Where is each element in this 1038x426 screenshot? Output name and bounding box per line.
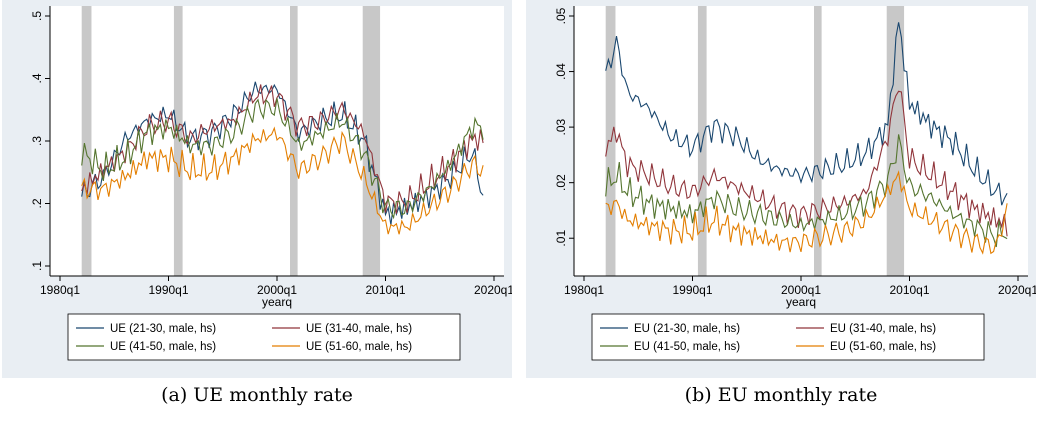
recession-band	[173, 6, 183, 276]
x-tick-label: 2020q1	[474, 283, 512, 297]
x-tick-label: 2000q1	[781, 283, 821, 297]
x-axis-label: yearq	[262, 295, 292, 309]
legend-box	[591, 313, 985, 361]
x-tick-label: 2010q1	[365, 283, 405, 297]
y-tick-label: .01	[554, 230, 568, 247]
legend-entry: UE (51-60, male, hs)	[306, 341, 412, 353]
ue-chart-panel: .1 .2 .3 .4 .5 1980q1 1990q1 2000q1 2010q1 2020q1…	[2, 0, 512, 378]
legend-entry: UE (41-50, male, hs)	[110, 341, 216, 353]
recession-band	[886, 6, 905, 276]
caption-eu: (b) EU monthly rate	[684, 384, 878, 406]
y-tick-label: .03	[554, 118, 568, 135]
recession-band	[81, 6, 92, 276]
legend-entry: EU (31-40, male, hs)	[830, 323, 936, 335]
y-tick-label: .04	[554, 63, 568, 80]
x-tick-label: 1990q1	[672, 283, 712, 297]
recession-band	[814, 6, 822, 276]
legend-entry: EU (51-60, male, hs)	[830, 341, 936, 353]
series-line-4	[605, 170, 1008, 255]
recession-band	[362, 6, 381, 276]
series-line-1	[605, 22, 1008, 206]
plot-area	[50, 6, 504, 276]
y-tick-label: .1	[30, 261, 44, 271]
series-line-3	[81, 98, 484, 220]
y-tick-label: .3	[30, 136, 44, 146]
y-tick-label: .02	[554, 174, 568, 191]
plot-area	[574, 6, 1028, 276]
series-line-4	[81, 126, 484, 235]
y-tick-label: .2	[30, 198, 44, 208]
caption-ue: (a) UE monthly rate	[161, 384, 353, 406]
eu-chart-panel: .01 .02 .03 .04 .05 1980q1 1990q1 2000q1 2010q1 2…	[526, 0, 1036, 378]
x-tick-label: 2020q1	[998, 283, 1036, 297]
legend-box	[67, 313, 461, 361]
legend-entry: UE (31-40, male, hs)	[306, 323, 412, 335]
recession-band	[290, 6, 298, 276]
legend-entry: UE (21-30, male, hs)	[110, 323, 216, 335]
x-tick-label: 1980q1	[40, 283, 80, 297]
series-line-2	[605, 90, 1008, 237]
y-tick-label: .5	[30, 11, 44, 21]
ue-chart: .1 .2 .3 .4 .5 1980q1 1990q1 2000q1 2010q1 2020q1…	[2, 0, 512, 378]
x-axis-label: yearq	[786, 295, 816, 309]
legend-entry: EU (21-30, male, hs)	[634, 323, 740, 335]
legend-entry: EU (41-50, male, hs)	[634, 341, 740, 353]
y-tick-label: .05	[554, 7, 568, 24]
y-tick-label: .4	[30, 73, 44, 83]
x-tick-label: 1990q1	[148, 283, 188, 297]
eu-chart: .01 .02 .03 .04 .05 1980q1 1990q1 2000q1 2010q1 2…	[526, 0, 1036, 378]
x-tick-label: 1980q1	[564, 283, 604, 297]
x-tick-label: 2000q1	[257, 283, 297, 297]
x-tick-label: 2010q1	[889, 283, 929, 297]
series-line-3	[605, 134, 1008, 248]
